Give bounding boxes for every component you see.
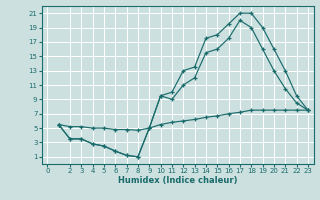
X-axis label: Humidex (Indice chaleur): Humidex (Indice chaleur) <box>118 176 237 185</box>
